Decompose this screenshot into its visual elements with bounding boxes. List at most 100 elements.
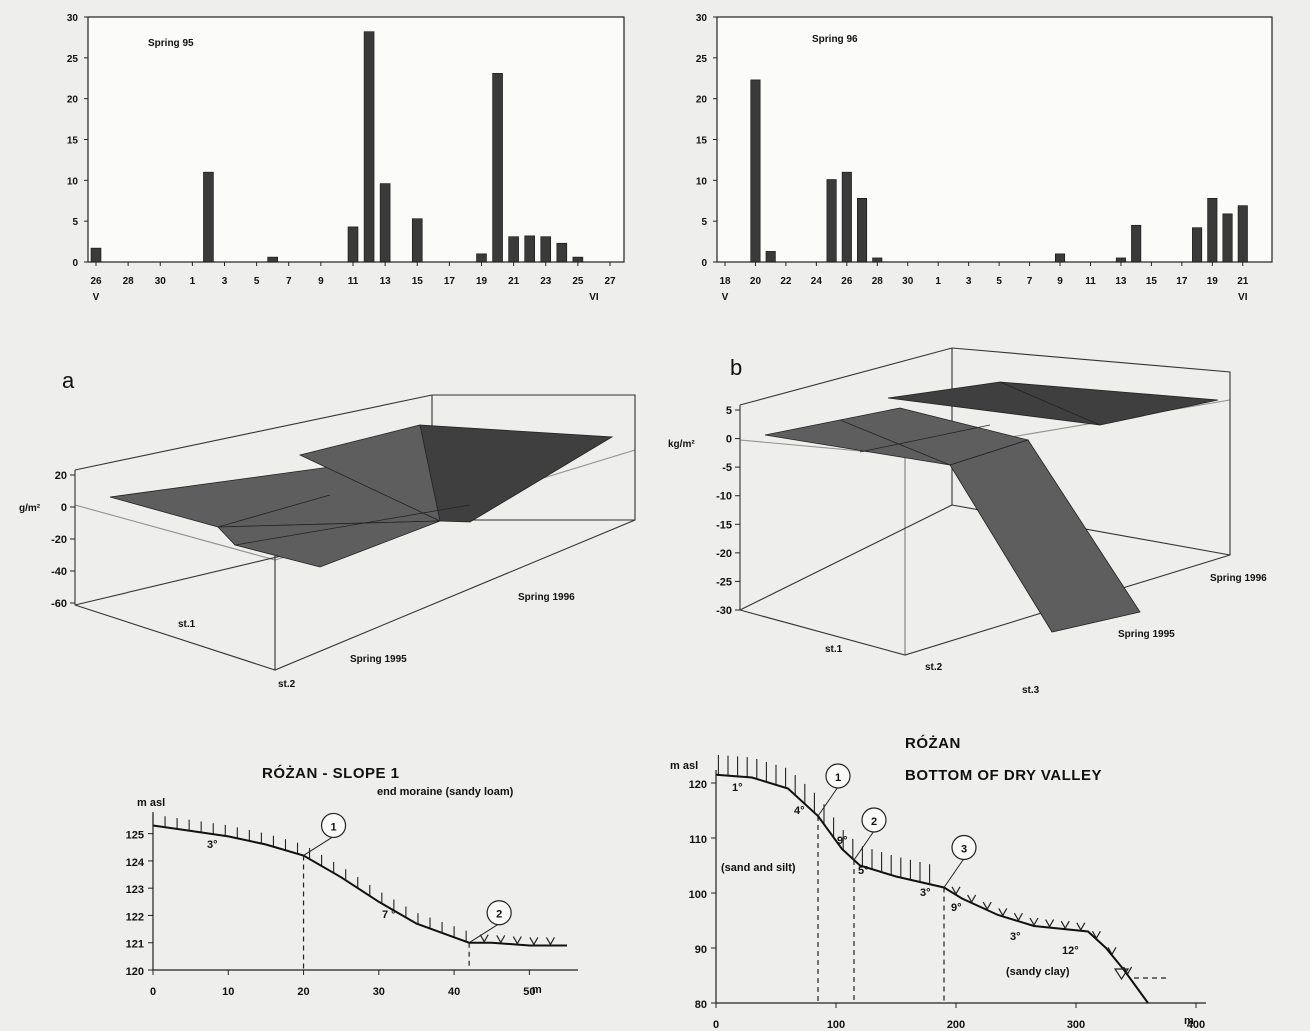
station-label: st.2 bbox=[925, 662, 943, 673]
x-tick-label: 11 bbox=[348, 276, 359, 287]
bar-plot-area bbox=[87, 16, 625, 263]
y-axis-label: m asl bbox=[137, 797, 165, 809]
y-tick-label: 30 bbox=[67, 13, 79, 24]
bar bbox=[857, 198, 868, 263]
y-tick-label: 120 bbox=[689, 779, 707, 791]
slope-label: 3° bbox=[1010, 931, 1021, 943]
x-tick-label: 7 bbox=[286, 276, 292, 287]
x-tick-label: 9 bbox=[1057, 276, 1063, 287]
x-tick-label: 25 bbox=[572, 276, 584, 287]
x-tick-label: 21 bbox=[508, 276, 520, 287]
v-mark bbox=[496, 935, 506, 944]
season-label: Spring 1996 bbox=[1210, 573, 1267, 584]
x-tick-label: 28 bbox=[872, 276, 884, 287]
z-tick-label: -15 bbox=[716, 519, 732, 531]
x-tick-label: 20 bbox=[750, 276, 762, 287]
station-label: st.1 bbox=[178, 619, 196, 630]
x-tick-label: 19 bbox=[476, 276, 488, 287]
x-tick-label: 3 bbox=[222, 276, 228, 287]
y-tick-label: 0 bbox=[701, 258, 707, 269]
terrain-profile-line bbox=[152, 824, 567, 947]
x-tick-label: 9 bbox=[318, 276, 324, 287]
chart-title: RÓŻAN - SLOPE 1 bbox=[262, 764, 400, 782]
station-marker bbox=[320, 812, 347, 839]
z-tick-label: -25 bbox=[716, 576, 732, 588]
x-tick-label: 0 bbox=[150, 986, 156, 998]
v-mark bbox=[1029, 917, 1039, 927]
station-number: 1 bbox=[835, 772, 841, 784]
chart-title: Spring 95 bbox=[148, 38, 194, 49]
y-tick-label: 90 bbox=[695, 944, 707, 956]
x-tick-label: 13 bbox=[1115, 276, 1127, 287]
x-tick-label: 0 bbox=[713, 1019, 719, 1031]
y-tick-label: 124 bbox=[126, 857, 145, 869]
x-tick-label: 15 bbox=[412, 276, 424, 287]
station-label: st.3 bbox=[1022, 685, 1040, 696]
slope-label: 9° bbox=[837, 835, 848, 847]
v-mark bbox=[545, 937, 555, 946]
x-tick-label: 400 bbox=[1187, 1019, 1205, 1031]
v-mark bbox=[479, 934, 489, 943]
bar bbox=[492, 73, 503, 263]
x-tick-label: 30 bbox=[155, 276, 167, 287]
bar bbox=[540, 236, 552, 263]
x-tick-label: 24 bbox=[811, 276, 823, 287]
y-tick-label: 10 bbox=[696, 176, 708, 187]
x-tick-label: 27 bbox=[604, 276, 616, 287]
y-tick-label: 15 bbox=[696, 136, 708, 147]
slope-label: 1° bbox=[732, 782, 743, 794]
x-tick-label: 1 bbox=[190, 276, 196, 287]
v-mark bbox=[1013, 912, 1023, 922]
x-tick-label: 1 bbox=[935, 276, 941, 287]
slope-label: 12° bbox=[1062, 945, 1079, 957]
y-tick-label: 15 bbox=[67, 136, 79, 147]
y-tick-label: 20 bbox=[696, 95, 708, 106]
x-tick-label: 40 bbox=[448, 986, 460, 998]
x-tick-label: 21 bbox=[1237, 276, 1249, 287]
bar bbox=[826, 179, 837, 263]
slope-label: 9° bbox=[951, 902, 962, 914]
y-tick-label: 30 bbox=[696, 13, 708, 24]
x-tick-label: 26 bbox=[841, 276, 853, 287]
surface-plane bbox=[419, 424, 614, 523]
bar bbox=[524, 235, 535, 263]
x-tick-label: 30 bbox=[902, 276, 914, 287]
station-marker bbox=[486, 900, 512, 926]
chart-subtitle: end moraine (sandy loam) bbox=[377, 786, 514, 798]
y-tick-label: 10 bbox=[67, 176, 79, 187]
bar bbox=[347, 226, 359, 263]
x-tick-label: 17 bbox=[1176, 276, 1188, 287]
slope-label: 5° bbox=[858, 865, 869, 877]
x-tick-label: 20 bbox=[297, 986, 309, 998]
y-tick-label: 122 bbox=[126, 911, 144, 923]
note-label: (sandy clay) bbox=[1006, 966, 1070, 978]
y-tick-label: 0 bbox=[72, 258, 78, 269]
station-leader bbox=[817, 786, 839, 817]
station-number: 2 bbox=[496, 909, 502, 921]
bar bbox=[1237, 205, 1248, 263]
station-number: 3 bbox=[961, 844, 967, 856]
bar bbox=[765, 251, 776, 263]
z-tick-label: -5 bbox=[722, 462, 732, 474]
y-tick-label: 120 bbox=[126, 966, 144, 978]
z-tick-label: 0 bbox=[726, 434, 732, 446]
x-tick-label: 17 bbox=[444, 276, 456, 287]
water-table-icon bbox=[1113, 968, 1130, 981]
y-tick-label: 123 bbox=[126, 884, 144, 896]
x-tick-label: 50 bbox=[523, 986, 535, 998]
unit-label: g/m² bbox=[19, 503, 41, 514]
bar bbox=[1207, 198, 1218, 263]
y-tick-label: 125 bbox=[126, 830, 144, 842]
x-tick-label: 10 bbox=[222, 986, 234, 998]
bar bbox=[841, 171, 852, 263]
bar bbox=[750, 79, 761, 263]
y-tick-label: 80 bbox=[695, 999, 707, 1011]
y-tick-label: 20 bbox=[67, 95, 79, 106]
station-label: st.1 bbox=[825, 644, 843, 655]
panel-letter: a bbox=[62, 368, 75, 393]
x-tick-label: 28 bbox=[123, 276, 135, 287]
y-tick-label: 110 bbox=[689, 834, 707, 846]
bar bbox=[872, 257, 883, 263]
y-tick-label: 25 bbox=[696, 54, 708, 65]
